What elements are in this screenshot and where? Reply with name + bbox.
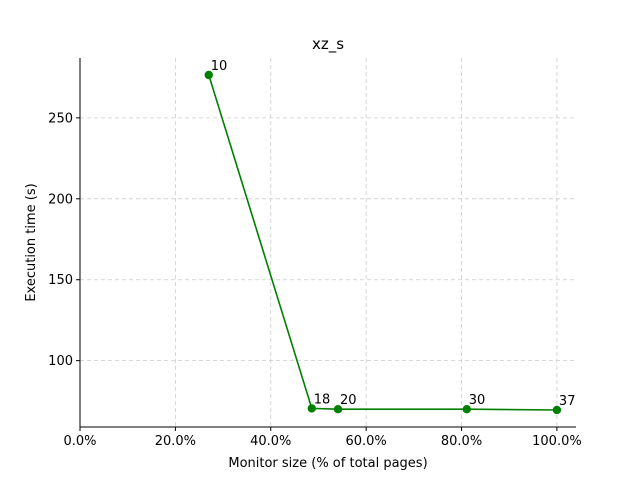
y-tick-label: 150 — [48, 273, 73, 288]
x-axis-title: Monitor size (% of total pages) — [228, 456, 427, 471]
series-line — [208, 74, 557, 411]
axes — [79, 58, 576, 428]
chart-title: xz_s — [312, 35, 344, 54]
data-point — [552, 405, 562, 415]
y-tick-label: 100 — [48, 354, 73, 369]
ticks: 0.0% 20.0% 40.0% 60.0% 80.0% 100.0% 100 150 200 2… — [48, 111, 582, 449]
data-point — [204, 70, 213, 80]
data-point-label: 18 — [314, 392, 331, 407]
x-tick-label: 100.0% — [532, 434, 582, 449]
x-tick-label: 60.0% — [345, 434, 386, 449]
data-point-label: 10 — [211, 59, 228, 74]
data-point-label: 37 — [559, 394, 576, 409]
x-tick-label: 40.0% — [250, 434, 291, 449]
y-tick-label: 200 — [48, 192, 73, 207]
data-point-label: 20 — [340, 393, 357, 408]
x-tick-label: 20.0% — [155, 434, 196, 449]
data-point-label: 30 — [469, 393, 486, 408]
data-point — [307, 404, 316, 413]
x-tick-label: 0.0% — [63, 434, 96, 449]
y-axis-title: Execution time (s) — [24, 183, 39, 301]
data-point — [333, 404, 343, 414]
grid — [79, 58, 576, 427]
x-tick-label: 80.0% — [441, 434, 482, 449]
data-point — [462, 404, 471, 414]
y-tick-label: 250 — [48, 111, 73, 126]
series: 10 18 20 30 37 — [204, 59, 576, 415]
